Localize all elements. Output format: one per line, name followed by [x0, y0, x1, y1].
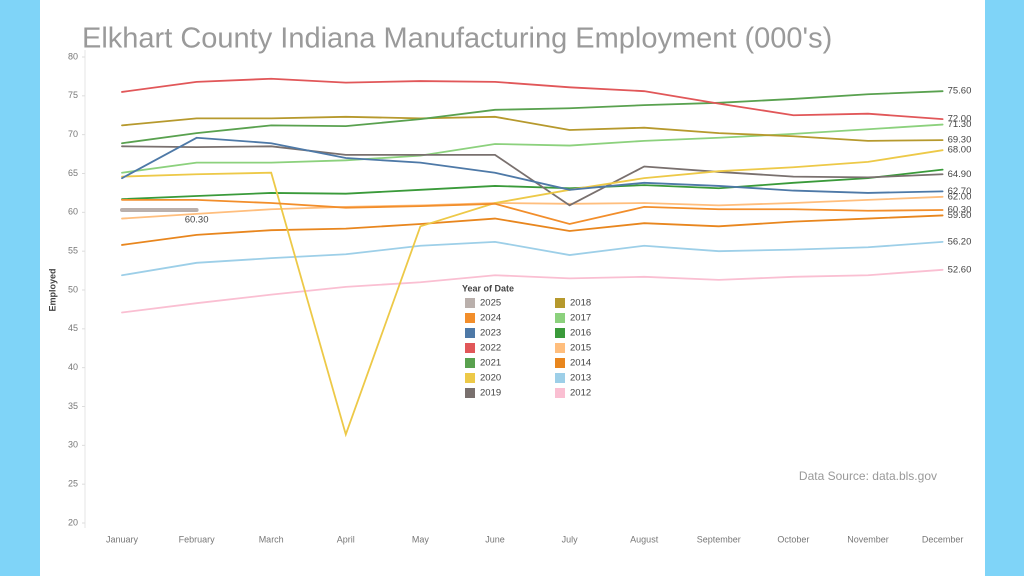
value-label: 75.60 [948, 86, 972, 97]
value-label: 59.60 [948, 210, 972, 221]
legend-label: 2022 [480, 343, 501, 354]
value-label: 71.30 [948, 119, 972, 130]
y-tick-label: 30 [68, 440, 78, 450]
series-line [121, 77, 944, 121]
legend-label: 2014 [570, 358, 591, 369]
legend-swatch [465, 388, 475, 398]
legend-swatch [555, 298, 565, 308]
x-tick-label: September [697, 534, 741, 544]
legend-swatch [465, 328, 475, 338]
legend-label: 2023 [480, 328, 501, 339]
value-label: 62.70 [948, 186, 972, 197]
value-label: 52.60 [948, 264, 972, 275]
y-tick-label: 70 [68, 129, 78, 139]
x-tick-label: June [485, 534, 505, 544]
legend-swatch [465, 373, 475, 383]
series-line [121, 168, 944, 201]
x-tick-label: December [922, 534, 964, 544]
series-line [121, 145, 944, 207]
legend-label: 2015 [570, 343, 591, 354]
y-tick-label: 50 [68, 284, 78, 294]
chart-title: Elkhart County Indiana Manufacturing Emp… [82, 23, 832, 55]
series-line [121, 136, 944, 194]
x-tick-label: January [106, 534, 139, 544]
legend-swatch [555, 328, 565, 338]
y-tick-label: 80 [68, 51, 78, 61]
y-tick-label: 55 [68, 246, 78, 256]
series-line [121, 115, 944, 142]
legend-label: 2013 [570, 373, 591, 384]
series-line [121, 199, 944, 225]
legend-swatch [555, 358, 565, 368]
y-tick-label: 35 [68, 401, 78, 411]
legend-swatch [555, 343, 565, 353]
legend-swatch [465, 313, 475, 323]
legend-label: 2018 [570, 298, 591, 309]
legend-swatch [465, 298, 475, 308]
x-tick-label: August [630, 534, 659, 544]
legend-label: 2017 [570, 313, 591, 324]
y-axis-label: Employed [47, 268, 57, 311]
legend-swatch [555, 313, 565, 323]
y-tick-label: 75 [68, 90, 78, 100]
value-label: 62.00 [948, 191, 972, 202]
value-label: 69.30 [948, 135, 972, 146]
legend-label: 2020 [480, 373, 501, 384]
value-label: 64.90 [948, 169, 972, 180]
source-note: Data Source: data.bls.gov [799, 469, 937, 483]
legend-label: 2021 [480, 358, 501, 369]
y-tick-label: 40 [68, 362, 78, 372]
legend-swatch [465, 343, 475, 353]
series-line [121, 240, 944, 277]
value-label: 60.30 [948, 205, 972, 216]
x-tick-label: July [562, 534, 579, 544]
y-tick-label: 20 [68, 517, 78, 527]
legend-swatch [465, 358, 475, 368]
y-tick-label: 65 [68, 168, 78, 178]
value-label: 68.00 [948, 145, 972, 156]
legend-label: 2012 [570, 388, 591, 399]
value-label: 72.00 [948, 114, 972, 125]
value-label: 56.20 [948, 236, 972, 247]
legend-label: 2016 [570, 328, 591, 339]
series-line [121, 268, 944, 314]
x-tick-label: November [847, 534, 889, 544]
series-line [121, 149, 944, 438]
series-line [121, 214, 944, 246]
y-tick-label: 45 [68, 323, 78, 333]
x-tick-label: October [777, 534, 809, 544]
legend-title: Year of Date [462, 283, 514, 293]
legend-swatch [555, 388, 565, 398]
x-tick-label: February [179, 534, 216, 544]
legend-label: 2019 [480, 388, 501, 399]
legend-swatch [555, 373, 565, 383]
series-line [121, 195, 944, 220]
legend-label: 2025 [480, 298, 501, 309]
value-label: 60.30 [185, 215, 209, 226]
series-line [121, 123, 944, 174]
legend-label: 2024 [480, 313, 501, 324]
x-tick-label: May [412, 534, 430, 544]
x-tick-label: March [259, 534, 284, 544]
series-line [121, 90, 944, 145]
y-tick-label: 25 [68, 479, 78, 489]
y-tick-label: 60 [68, 207, 78, 217]
x-tick-label: April [337, 534, 355, 544]
